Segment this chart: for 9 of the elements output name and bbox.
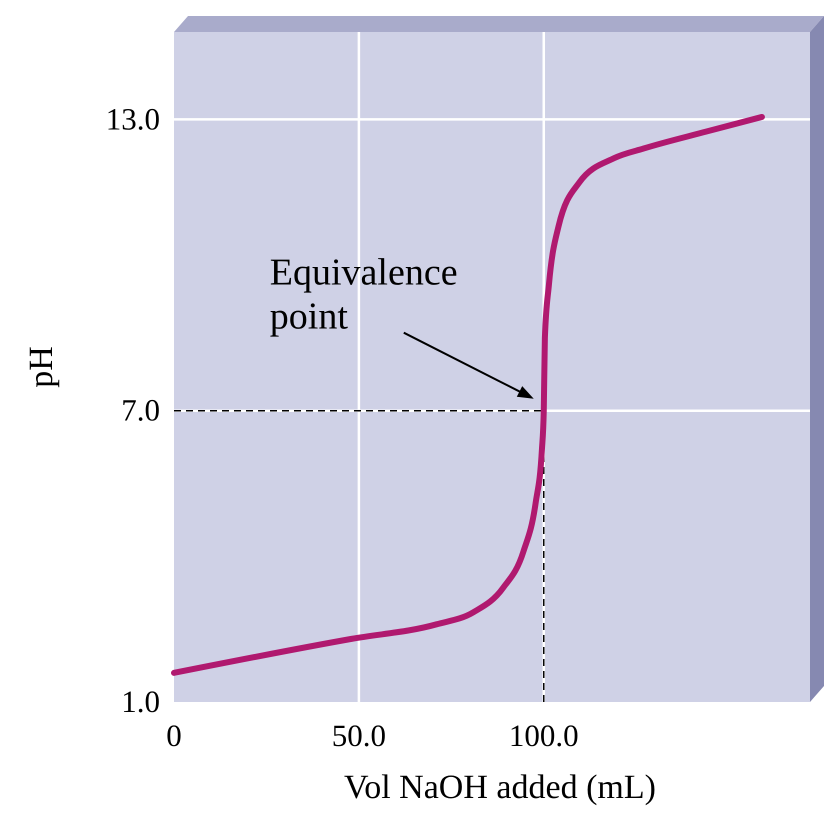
- y-tick-label: 7.0: [121, 392, 160, 428]
- x-tick-label: 100.0: [508, 718, 579, 753]
- y-axis-title: pH: [23, 346, 60, 388]
- annotation: Equivalence point: [270, 252, 458, 338]
- x-tick-label: 0: [166, 718, 182, 753]
- x-axis-title: Vol NaOH added (mL): [344, 769, 656, 806]
- y-tick-label: 1.0: [121, 684, 160, 719]
- y-tick-label: 13.0: [106, 101, 160, 136]
- x-tick-label: 50.0: [332, 718, 386, 753]
